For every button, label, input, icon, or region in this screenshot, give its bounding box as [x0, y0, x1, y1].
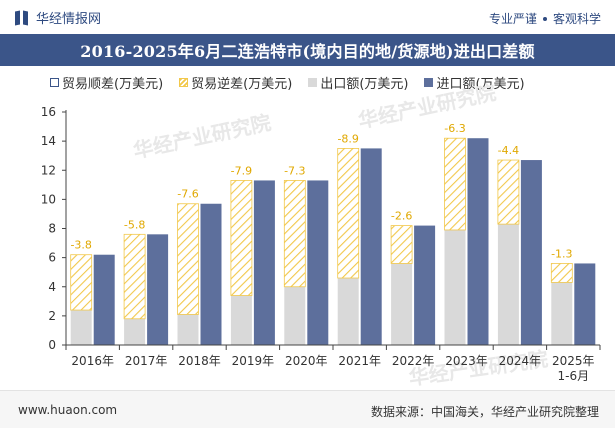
import-bar: [360, 148, 382, 345]
deficit-bar: [444, 137, 466, 231]
data-label: -1.3: [551, 247, 572, 260]
footer-source: 数据来源：中国海关，华经产业研究院整理: [370, 405, 599, 419]
x-tick-label: 2019年: [232, 354, 275, 368]
import-bar: [574, 263, 596, 345]
y-tick-label: 8: [48, 222, 56, 236]
legend-label-surplus: 贸易顺差(万美元): [62, 77, 164, 92]
legend-label-import: 进口额(万美元): [436, 77, 525, 92]
data-label: -4.4: [498, 144, 519, 157]
data-label: -7.3: [284, 164, 305, 177]
data-label: -8.9: [337, 132, 358, 145]
x-tick-label: 2024年: [499, 354, 542, 368]
data-label: -5.8: [124, 218, 145, 231]
import-bar: [414, 225, 436, 345]
watermark-text: 华经产业研究院: [131, 110, 273, 163]
import-bar: [93, 254, 115, 345]
legend-item-import[interactable]: 进口额(万美元): [424, 73, 525, 92]
export-bar: [124, 318, 146, 345]
footer-url[interactable]: www.huaon.com: [18, 403, 118, 417]
export-bar: [70, 310, 92, 345]
top-header: 华经情报网 专业严谨 客观科学: [0, 0, 615, 34]
import-bar: [147, 234, 169, 345]
x-tick-label: 2021年: [338, 354, 381, 368]
export-bar: [337, 278, 359, 345]
y-tick-label: 0: [48, 338, 56, 352]
import-bar: [307, 180, 329, 345]
export-bar: [444, 229, 466, 345]
import-bar: [467, 138, 489, 345]
import-bar: [200, 203, 222, 345]
data-label: -7.6: [177, 188, 198, 201]
x-tick-label: 2022年: [392, 354, 435, 368]
export-bar: [497, 224, 519, 345]
x-tick-label: 2016年: [71, 354, 114, 368]
import-bar: [253, 180, 275, 345]
legend-swatch-import: [424, 78, 434, 87]
legend-label-export: 出口额(万美元): [320, 77, 409, 92]
export-bar: [284, 286, 306, 345]
chart-plot: 华经产业研究院 华经产业研究院 华经产业研究院 0246810121416-3.…: [41, 80, 601, 390]
data-label: -2.6: [391, 210, 412, 223]
x-tick-label: 2020年: [285, 354, 328, 368]
title-bar: 2016-2025年6月二连浩特市(境内目的地/货源地)进出口差额: [0, 34, 615, 66]
legend-swatch-deficit: [179, 78, 189, 87]
y-tick-label: 14: [41, 134, 56, 148]
data-label: -7.9: [231, 164, 252, 177]
y-tick-label: 6: [48, 251, 56, 265]
x-tick-label: 2017年: [125, 354, 168, 368]
y-tick-label: 12: [41, 163, 56, 177]
deficit-bar: [70, 254, 93, 311]
export-bar: [551, 282, 573, 345]
data-label: -3.8: [70, 239, 91, 252]
legend-swatch-surplus: [50, 78, 59, 87]
brand-name: 华经情报网: [36, 12, 102, 27]
deficit-bar: [177, 203, 199, 315]
deficit-bar: [390, 225, 413, 264]
export-bar: [230, 295, 252, 345]
data-label: -6.3: [444, 122, 465, 135]
watermark-text: 华经产业研究院: [356, 80, 498, 133]
footer: www.huaon.com 数据来源：中国海关，华经产业研究院整理: [0, 390, 615, 428]
y-tick-label: 4: [48, 280, 56, 294]
tagline-right: 客观科学: [552, 12, 601, 26]
y-tick-label: 2: [48, 309, 56, 323]
x-tick-label: 2023年: [445, 354, 488, 368]
brand[interactable]: 华经情报网: [14, 8, 101, 27]
import-bar: [520, 160, 542, 345]
x-tick-label: 1-6月: [557, 369, 589, 383]
legend-item-export[interactable]: 出口额(万美元): [308, 73, 408, 92]
legend-item-deficit[interactable]: 贸易逆差(万美元): [179, 73, 292, 92]
export-bar: [177, 314, 199, 345]
legend-label-deficit: 贸易逆差(万美元): [191, 77, 293, 92]
deficit-bar: [123, 233, 146, 320]
deficit-bar: [283, 180, 306, 288]
tagline-left: 专业严谨: [488, 12, 537, 26]
chart-title: 2016-2025年6月二连浩特市(境内目的地/货源地)进出口差额: [80, 42, 535, 61]
x-tick-label: 2018年: [178, 354, 221, 368]
deficit-bar: [550, 263, 573, 283]
chart-legend: 贸易顺差(万美元) 贸易逆差(万美元) 出口额(万美元) 进口额(万美元): [50, 73, 590, 92]
legend-item-surplus[interactable]: 贸易顺差(万美元): [50, 73, 163, 92]
deficit-bar: [337, 148, 360, 279]
legend-swatch-export: [308, 78, 318, 87]
x-tick-label: 2025年: [552, 354, 595, 368]
deficit-bar: [230, 180, 253, 296]
separator-dot-icon: [542, 16, 547, 21]
y-tick-label: 16: [41, 105, 56, 119]
export-bar: [391, 263, 413, 345]
y-tick-label: 10: [41, 192, 56, 206]
tagline: 专业严谨 客观科学: [489, 10, 601, 27]
deficit-bar: [497, 159, 520, 225]
